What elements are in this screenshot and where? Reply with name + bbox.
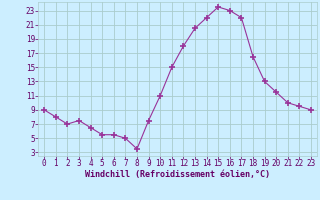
X-axis label: Windchill (Refroidissement éolien,°C): Windchill (Refroidissement éolien,°C): [85, 170, 270, 179]
